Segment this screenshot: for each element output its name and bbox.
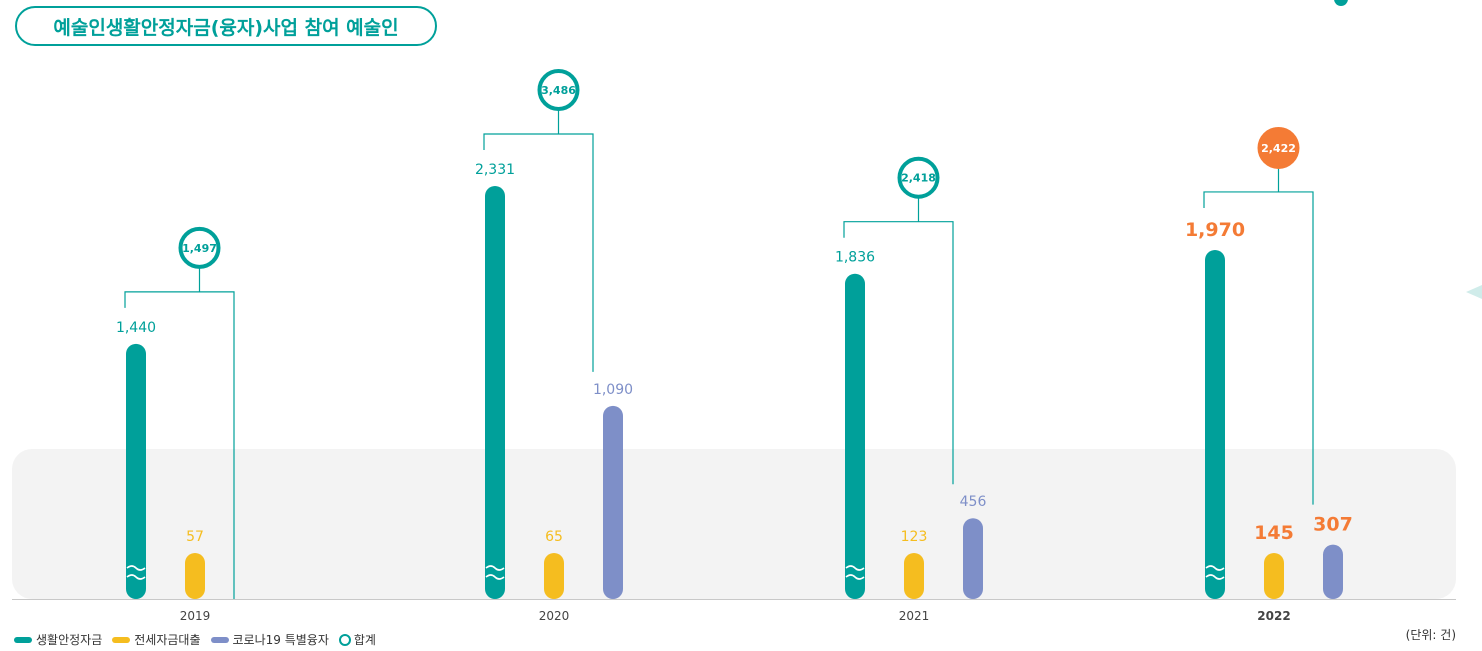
axis-break-wave (1205, 565, 1225, 571)
total-marker-2022 (1257, 126, 1300, 169)
axis-break-wave (126, 565, 146, 571)
bar-jeonse-2019 (185, 553, 205, 599)
bar-living-2022 (1205, 249, 1225, 599)
bar-jeonse-2020 (544, 553, 564, 599)
axis-break-2019 (126, 565, 146, 580)
axis-break-wave (1205, 574, 1225, 580)
legend-label: 합계 (353, 633, 376, 647)
bar-jeonse-2022 (1264, 553, 1284, 599)
legend-label: 전세자금대출 (134, 633, 201, 647)
chart-title-box: 예술인생활안정자금(융자)사업 참여 예술인 (15, 6, 437, 46)
axis-break-2020 (485, 565, 505, 580)
legend-swatch-icon (14, 636, 32, 643)
legend-item: 생활안정자금 (14, 631, 102, 648)
bar-living-2021 (845, 273, 865, 599)
legend-label: 생활안정자금 (36, 633, 103, 647)
legend: 생활안정자금 전세자금대출 코로나19 특별융자 합계 (14, 631, 386, 648)
total-marker-2021 (897, 156, 940, 199)
axis-break-wave (845, 574, 865, 580)
axis-break-2021 (845, 565, 865, 580)
bar-living-2019 (126, 343, 146, 599)
total-marker-2020 (537, 69, 580, 111)
total-marker-2019 (178, 226, 221, 269)
axis-break-wave (126, 574, 146, 580)
total-bracket-2019 (124, 267, 235, 599)
data-label-living-2019: 1,440 (116, 320, 156, 336)
legend-swatch-icon (112, 636, 131, 643)
x-tick-label-2019: 2019 (180, 609, 211, 623)
x-tick-label-2020: 2020 (539, 609, 570, 623)
axis-break-wave (845, 565, 865, 571)
total-label-2019: 1,497 (182, 242, 217, 255)
legend-label: 코로나19 특별융자 (232, 633, 329, 647)
legend-item: 전세자금대출 (112, 631, 201, 648)
corner-dot (1334, 0, 1348, 6)
axis-break-2022 (1205, 565, 1225, 580)
data-label-living-2020: 2,331 (475, 162, 515, 178)
total-label-2022: 2,422 (1261, 142, 1296, 155)
axis-break-wave (485, 565, 505, 571)
data-label-jeonse-2022: 145 (1254, 522, 1294, 544)
axis-break-wave (485, 574, 505, 580)
legend-item: 코로나19 특별융자 (210, 631, 329, 648)
data-label-living-2022: 1,970 (1185, 219, 1245, 241)
total-bracket-2022 (1203, 167, 1314, 505)
bar-covid-2020 (603, 405, 623, 599)
bar-jeonse-2021 (904, 553, 924, 599)
chart-title: 예술인생활안정자금(융자)사업 참여 예술인 (53, 16, 399, 39)
x-tick-label-2022: 2022 (1257, 609, 1290, 623)
bar-covid-2022 (1323, 544, 1343, 599)
legend-swatch-icon (210, 636, 229, 643)
total-bracket-2020 (483, 110, 594, 372)
x-tick-label-2021: 2021 (899, 609, 930, 623)
data-label-jeonse-2020: 65 (545, 529, 563, 545)
unit-label: (단위: 건) (1405, 628, 1456, 642)
background-band (12, 449, 1456, 599)
data-label-jeonse-2021: 123 (901, 529, 928, 545)
data-label-covid-2021: 456 (960, 494, 987, 510)
data-label-covid-2022: 307 (1313, 514, 1353, 536)
data-label-living-2021: 1,836 (835, 250, 875, 266)
bar-covid-2021 (963, 518, 983, 599)
total-label-2020: 3,486 (541, 84, 576, 97)
data-label-covid-2020: 1,090 (593, 382, 633, 398)
legend-ring-icon (338, 633, 351, 646)
total-bracket-2021 (843, 197, 954, 485)
data-label-jeonse-2019: 57 (186, 529, 204, 545)
legend-item: 합계 (338, 631, 376, 648)
total-label-2021: 2,418 (901, 172, 936, 185)
bar-living-2020 (485, 186, 505, 599)
decor-triangle (1466, 285, 1482, 299)
